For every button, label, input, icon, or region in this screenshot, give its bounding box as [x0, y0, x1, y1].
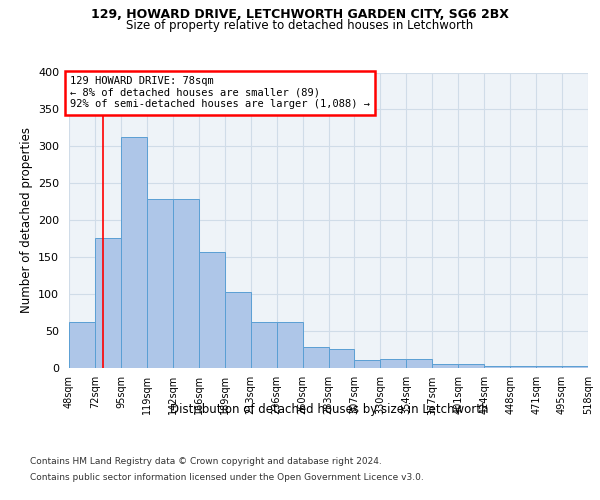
Bar	[224, 292, 251, 368]
Y-axis label: Number of detached properties: Number of detached properties	[20, 127, 32, 313]
Bar	[355, 360, 380, 368]
Text: Contains HM Land Registry data © Crown copyright and database right 2024.: Contains HM Land Registry data © Crown c…	[30, 458, 382, 466]
Text: 129, HOWARD DRIVE, LETCHWORTH GARDEN CITY, SG6 2BX: 129, HOWARD DRIVE, LETCHWORTH GARDEN CIT…	[91, 8, 509, 20]
Text: Size of property relative to detached houses in Letchworth: Size of property relative to detached ho…	[127, 19, 473, 32]
Bar	[277, 322, 302, 368]
Bar	[380, 360, 406, 368]
Text: Contains public sector information licensed under the Open Government Licence v3: Contains public sector information licen…	[30, 472, 424, 482]
Bar	[510, 366, 536, 368]
Bar	[302, 347, 329, 368]
Bar	[406, 360, 432, 368]
Bar	[121, 138, 147, 368]
Bar	[458, 364, 484, 368]
Bar	[562, 366, 588, 368]
Bar	[329, 349, 355, 368]
Bar	[69, 322, 95, 368]
Bar	[432, 364, 458, 368]
Text: Distribution of detached houses by size in Letchworth: Distribution of detached houses by size …	[170, 402, 488, 415]
Bar	[484, 366, 510, 368]
Bar	[536, 366, 562, 368]
Bar	[251, 322, 277, 368]
Bar	[173, 198, 199, 368]
Text: 129 HOWARD DRIVE: 78sqm
← 8% of detached houses are smaller (89)
92% of semi-det: 129 HOWARD DRIVE: 78sqm ← 8% of detached…	[70, 76, 370, 110]
Bar	[147, 198, 173, 368]
Bar	[95, 238, 121, 368]
Bar	[199, 252, 224, 368]
